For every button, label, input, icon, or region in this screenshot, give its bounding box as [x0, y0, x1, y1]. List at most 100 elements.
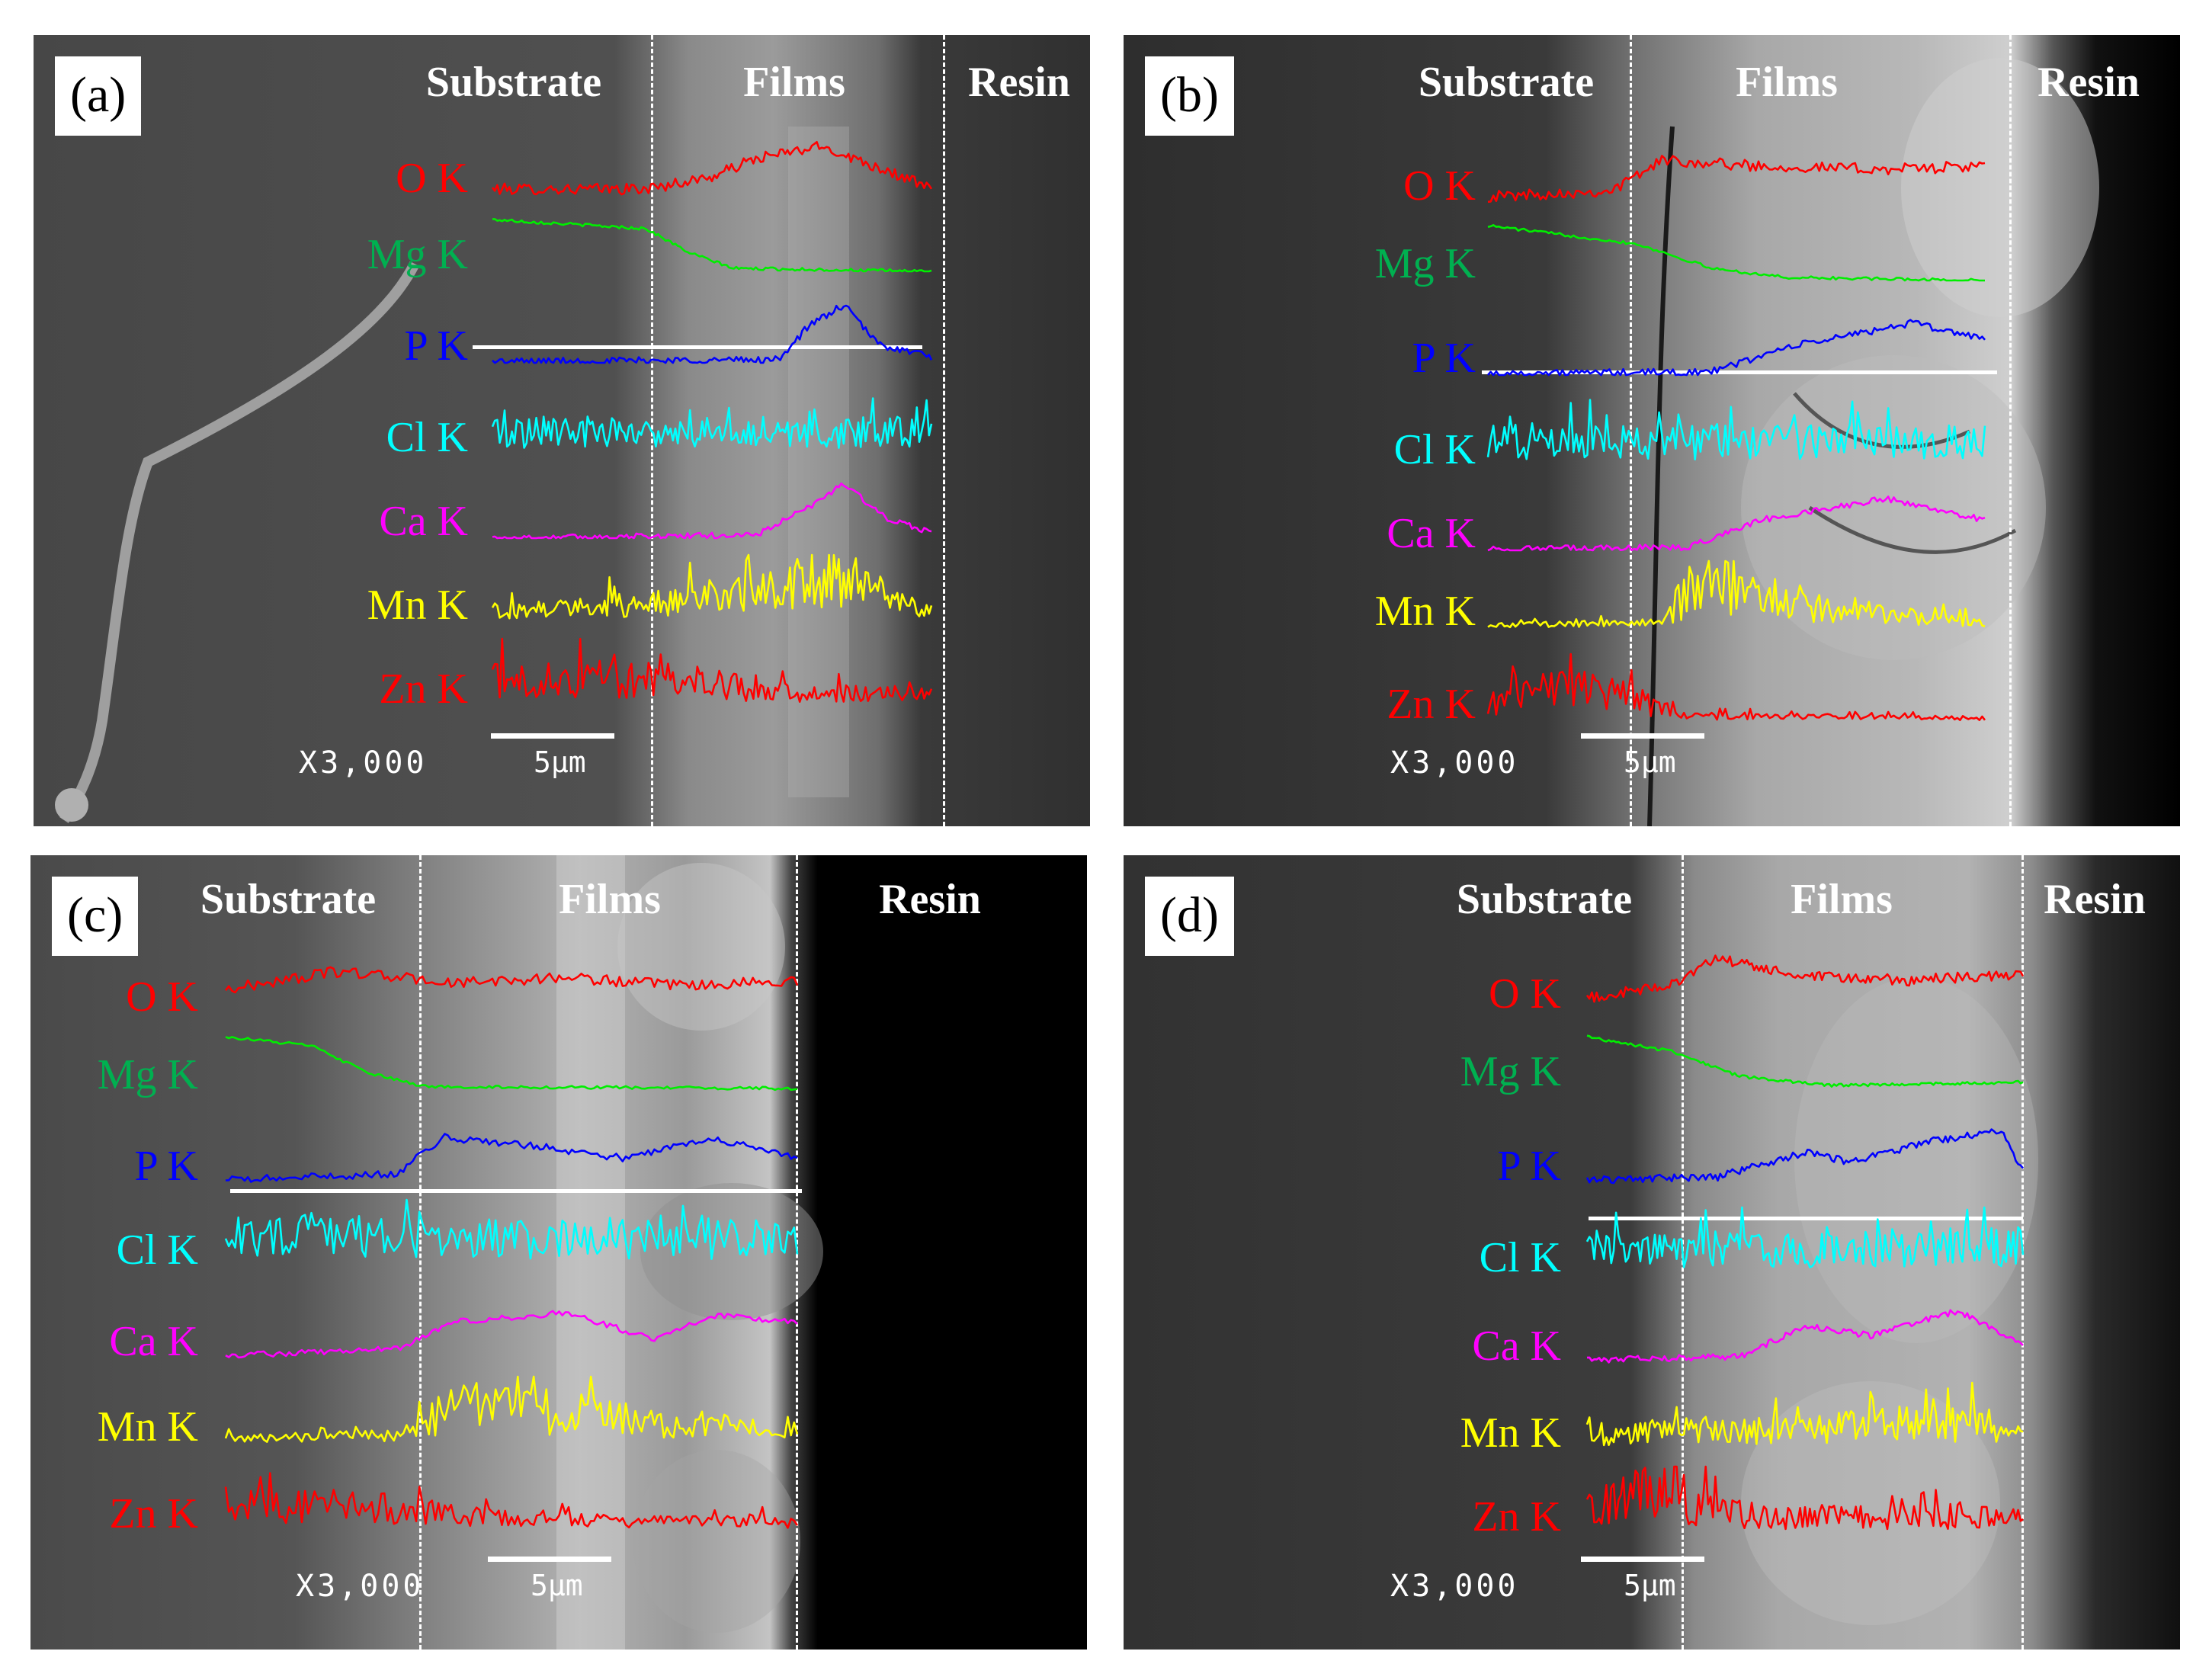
panel-b: (b) Substrate Films Resin X3,000 5μm O K…: [1124, 35, 2180, 826]
divider-substrate-films: [419, 855, 422, 1650]
panel-a: (a) Substrate Films Resin X3,000 5μm O K…: [34, 35, 1090, 826]
trace-ca: [225, 1310, 798, 1359]
element-label-o: O K: [126, 973, 198, 1021]
trace-o: [224, 966, 799, 994]
magnification: X3,000: [299, 745, 428, 781]
eds-traces-a: [491, 141, 933, 704]
trace-o: [1585, 954, 2025, 1003]
line-scan-path: [1589, 1217, 2023, 1220]
eds-traces-b: [1486, 155, 1986, 722]
element-label-ca: Ca K: [1387, 510, 1476, 557]
trace-cl: [1486, 399, 1986, 461]
element-label-cl: Cl K: [116, 1226, 198, 1274]
region-substrate: Substrate: [1418, 59, 1595, 106]
region-substrate: Substrate: [1456, 876, 1633, 923]
trace-mg: [1487, 224, 1985, 282]
trace-zn: [224, 1472, 799, 1529]
trace-o: [491, 141, 933, 196]
trace-mg: [225, 1036, 798, 1092]
element-label-zn: Zn K: [109, 1490, 198, 1537]
trace-ca: [1586, 1309, 2024, 1364]
trace-mn: [1585, 1381, 2024, 1447]
trace-mn: [491, 553, 933, 620]
divider-substrate-films: [1630, 35, 1632, 826]
region-films: Films: [559, 876, 661, 923]
region-substrate: Substrate: [425, 59, 602, 106]
scale-bar: [491, 733, 614, 739]
element-label-ca: Ca K: [109, 1318, 198, 1365]
element-label-cl: Cl K: [386, 414, 468, 461]
trace-p: [1585, 1128, 2025, 1185]
trace-p: [492, 304, 933, 364]
panel-d: (d) Substrate Films Resin X3,000 5μm O K…: [1124, 855, 2180, 1650]
trace-zn: [491, 637, 933, 704]
region-films: Films: [1791, 876, 1893, 923]
region-resin: Resin: [2037, 59, 2140, 106]
trace-ca: [492, 482, 932, 540]
region-films: Films: [1736, 59, 1838, 106]
element-label-p: P K: [1497, 1143, 1561, 1190]
element-label-zn: Zn K: [379, 665, 468, 713]
panel-label: (b): [1145, 56, 1234, 136]
scale-bar: [488, 1557, 611, 1562]
element-label-zn: Zn K: [1472, 1493, 1561, 1541]
scale-bar-label: 5μm: [534, 745, 586, 779]
eds-traces-d: [1585, 954, 2025, 1531]
panel-c: (c) Substrate Films Resin X3,000 5μm O K…: [30, 855, 1087, 1650]
trace-mn: [224, 1375, 799, 1443]
scale-bar-label: 5μm: [1624, 1569, 1676, 1602]
element-label-mg: Mg K: [1374, 240, 1476, 287]
element-label-cl: Cl K: [1479, 1234, 1561, 1281]
region-substrate: Substrate: [200, 876, 377, 923]
line-scan-path: [473, 345, 922, 349]
trace-cl: [491, 397, 933, 449]
trace-mn: [1487, 559, 1986, 629]
element-label-zn: Zn K: [1387, 681, 1476, 728]
scale-bar: [1581, 1557, 1704, 1562]
element-label-p: P K: [1412, 335, 1476, 382]
trace-zn: [1486, 652, 1986, 722]
element-label-ca: Ca K: [379, 498, 468, 545]
trace-mg: [492, 218, 932, 273]
element-label-mn: Mn K: [367, 582, 468, 629]
trace-zn: [1585, 1465, 2024, 1531]
element-label-mn: Mn K: [1460, 1409, 1561, 1457]
trace-cl: [224, 1198, 799, 1261]
region-films: Films: [743, 59, 845, 106]
element-label-mn: Mn K: [97, 1403, 198, 1451]
panel-label: (a): [55, 56, 142, 136]
divider-films-resin: [2009, 35, 2012, 826]
scale-bar: [1581, 733, 1704, 739]
element-label-cl: Cl K: [1393, 426, 1476, 473]
eds-traces-c: [224, 966, 799, 1529]
magnification: X3,000: [1390, 745, 1519, 781]
trace-mg: [1586, 1034, 2024, 1088]
element-label-mg: Mg K: [367, 231, 468, 278]
element-label-o: O K: [1489, 970, 1561, 1018]
region-resin: Resin: [879, 876, 981, 923]
element-label-p: P K: [134, 1143, 198, 1190]
scale-bar-label: 5μm: [1624, 745, 1676, 779]
line-scan-path: [1482, 370, 1997, 374]
trace-p: [225, 1133, 798, 1183]
region-resin: Resin: [2044, 876, 2146, 923]
sem-image-b: [1124, 35, 2180, 826]
trace-cl: [1585, 1206, 2025, 1268]
magnification: X3,000: [296, 1569, 425, 1604]
element-label-p: P K: [404, 322, 468, 370]
element-label-o: O K: [1403, 162, 1476, 210]
region-resin: Resin: [968, 59, 1070, 106]
magnification: X3,000: [1390, 1569, 1519, 1604]
panel-label: (d): [1145, 877, 1234, 956]
trace-p: [1487, 319, 1986, 377]
element-label-mg: Mg K: [1460, 1048, 1561, 1095]
element-label-mn: Mn K: [1374, 588, 1476, 635]
trace-ca: [1487, 495, 1986, 552]
line-scan-path: [230, 1189, 802, 1193]
element-label-mg: Mg K: [97, 1051, 198, 1098]
trace-o: [1487, 155, 1986, 204]
divider-films-resin: [943, 35, 945, 826]
element-label-ca: Ca K: [1472, 1323, 1561, 1370]
scale-bar-label: 5μm: [531, 1569, 583, 1602]
element-label-o: O K: [396, 155, 468, 202]
